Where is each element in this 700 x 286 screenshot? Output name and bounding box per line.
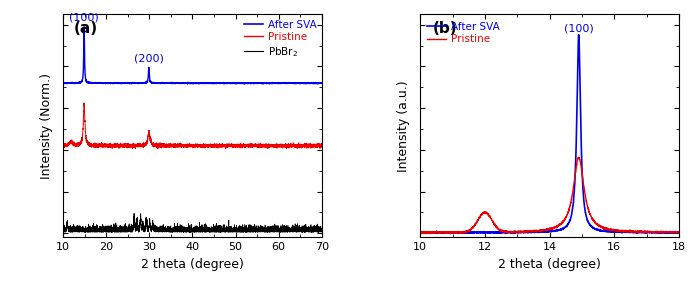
Text: (200): (200): [134, 53, 164, 63]
Text: (100): (100): [69, 13, 99, 23]
Y-axis label: Intensity (Norm.): Intensity (Norm.): [40, 73, 52, 179]
Text: (b): (b): [433, 21, 458, 36]
X-axis label: 2 theta (degree): 2 theta (degree): [498, 258, 601, 271]
Text: (100): (100): [564, 23, 594, 33]
X-axis label: 2 theta (degree): 2 theta (degree): [141, 258, 244, 271]
Y-axis label: Intensity (a.u.): Intensity (a.u.): [397, 80, 410, 172]
Legend: After SVA, Pristine: After SVA, Pristine: [426, 19, 503, 46]
Text: (a): (a): [74, 21, 97, 36]
Legend: After SVA, Pristine, PbBr$_2$: After SVA, Pristine, PbBr$_2$: [244, 19, 316, 59]
